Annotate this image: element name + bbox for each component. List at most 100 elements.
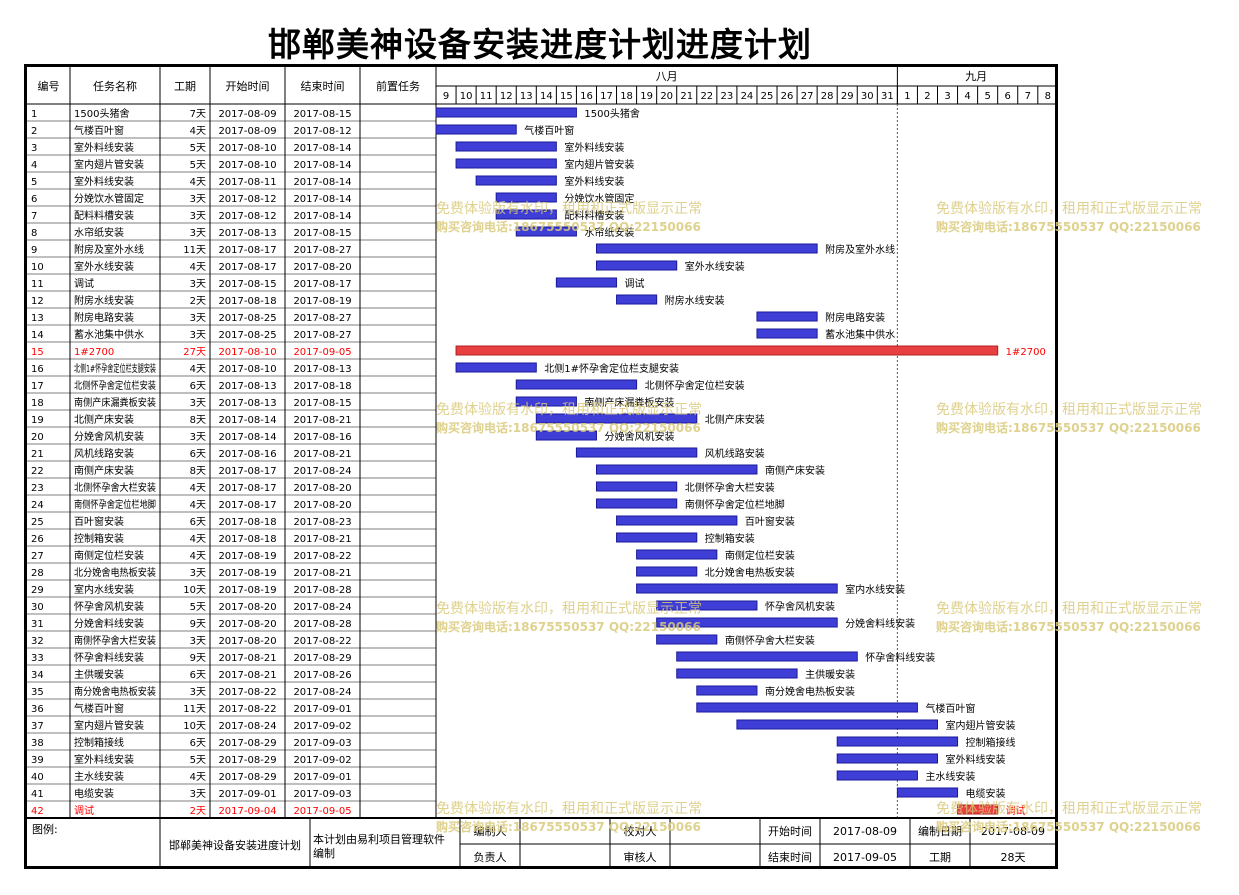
gantt-bar-label: 控制箱安装 — [705, 532, 755, 545]
watermark-line2: 购买咨询电话:18675550537 QQ:22150066 — [436, 819, 701, 834]
task-duration: 2天 — [190, 296, 206, 307]
day-label: 29 — [841, 91, 854, 102]
task-duration: 27天 — [183, 347, 206, 358]
task-start: 2017-08-18 — [218, 296, 276, 307]
task-end: 2017-08-23 — [293, 517, 351, 528]
gantt-bar — [656, 634, 718, 645]
task-duration: 4天 — [190, 177, 206, 188]
gantt-bar-label: 主供暖安装 — [805, 668, 855, 681]
day-label: 21 — [680, 91, 693, 102]
gantt-bar — [435, 124, 517, 135]
footer-start-value: 2017-08-09 — [833, 825, 897, 838]
gantt-bar — [515, 226, 577, 237]
task-id: 26 — [31, 534, 44, 545]
table-header-start: 开始时间 — [226, 79, 270, 93]
day-label: 31 — [881, 91, 894, 102]
watermark-line1: 免费体验版有水印，租用和正式版显示正常 — [936, 601, 1202, 617]
gantt-bar — [696, 685, 758, 696]
task-duration: 8天 — [190, 466, 206, 477]
watermark-line2: 购买咨询电话:18675550537 QQ:22150066 — [436, 619, 701, 634]
task-name: 室外水线安装 — [74, 260, 134, 273]
task-name: 南侧产床漏粪板安装 — [74, 396, 156, 409]
gantt-bar-label: 配料料槽安装 — [564, 209, 624, 222]
gantt-bar-label: 气楼百叶窗 — [524, 124, 574, 137]
gantt-frame — [24, 64, 1058, 869]
task-id: 25 — [31, 517, 44, 528]
task-name: 分娩舍风机安装 — [74, 430, 144, 443]
task-duration: 3天 — [190, 194, 206, 205]
day-label: 20 — [660, 91, 673, 102]
task-id: 29 — [31, 585, 44, 596]
task-name: 北侧怀孕舍定位栏安装 — [74, 379, 156, 392]
day-label: 22 — [700, 91, 713, 102]
task-name: 南侧怀孕舍大栏安装 — [74, 634, 156, 647]
task-id: 2 — [31, 126, 37, 137]
gantt-bar — [515, 396, 577, 407]
gantt-bar-label: 南侧定位栏安装 — [725, 549, 795, 562]
task-end: 2017-08-29 — [293, 653, 351, 664]
table-header-end: 结束时间 — [301, 80, 345, 93]
task-end: 2017-08-14 — [293, 143, 351, 154]
task-duration: 5天 — [190, 602, 206, 613]
task-end: 2017-08-15 — [293, 109, 351, 120]
task-id: 3 — [31, 143, 37, 154]
gantt-bar-label: 南侧怀孕舍大栏安装 — [725, 634, 815, 647]
gantt-bar — [957, 804, 999, 815]
task-end: 2017-08-22 — [293, 551, 351, 562]
task-duration: 4天 — [190, 364, 206, 375]
task-start: 2017-08-19 — [218, 568, 276, 579]
task-id: 12 — [31, 296, 44, 307]
day-label: 2 — [924, 91, 930, 102]
gantt-bar — [656, 617, 838, 628]
task-end: 2017-08-15 — [293, 228, 351, 239]
task-name: 北侧1#怀孕舍定位栏支腿安装 — [74, 362, 156, 375]
gantt-bar — [636, 583, 838, 594]
task-id: 19 — [31, 415, 44, 426]
task-start: 2017-08-22 — [218, 704, 276, 715]
task-id: 10 — [31, 262, 44, 273]
gantt-bar-label: 调试 — [625, 277, 645, 290]
task-start: 2017-08-09 — [218, 109, 276, 120]
task-end: 2017-09-05 — [293, 347, 351, 358]
task-start: 2017-08-17 — [218, 245, 276, 256]
task-end: 2017-08-28 — [293, 619, 351, 630]
task-start: 2017-08-22 — [218, 687, 276, 698]
gantt-bar-label: 室外料线安装 — [564, 175, 624, 188]
day-label: 24 — [741, 91, 754, 102]
day-label: 14 — [540, 91, 553, 102]
task-name: 附房电路安装 — [74, 311, 134, 324]
task-start: 2017-08-19 — [218, 585, 276, 596]
task-id: 35 — [31, 687, 44, 698]
task-end: 2017-08-12 — [293, 126, 351, 137]
task-duration: 6天 — [190, 381, 206, 392]
task-duration: 3天 — [190, 568, 206, 579]
task-start: 2017-08-17 — [218, 262, 276, 273]
task-end: 2017-08-24 — [293, 466, 351, 477]
gantt-bar — [535, 413, 698, 424]
task-duration: 5天 — [190, 160, 206, 171]
task-id: 33 — [31, 653, 44, 664]
task-end: 2017-08-21 — [293, 534, 351, 545]
task-duration: 2天 — [190, 806, 206, 817]
task-duration: 3天 — [190, 636, 206, 647]
footer-period-label: 工期 — [929, 851, 951, 864]
task-id: 24 — [31, 500, 44, 511]
task-duration: 9天 — [190, 653, 206, 664]
task-end: 2017-08-20 — [293, 500, 351, 511]
task-duration: 4天 — [190, 262, 206, 273]
task-end: 2017-08-14 — [293, 177, 351, 188]
gantt-bar — [595, 260, 678, 271]
task-name: 电缆安装 — [74, 787, 114, 800]
task-id: 17 — [31, 381, 44, 392]
table-header-predecessor: 前置任务 — [376, 79, 420, 93]
task-duration: 3天 — [190, 330, 206, 341]
gantt-bar-label: 风机线路安装 — [705, 447, 765, 460]
task-start: 2017-08-17 — [218, 483, 276, 494]
footer-start-label: 开始时间 — [768, 824, 812, 838]
task-start: 2017-08-10 — [218, 347, 276, 358]
task-id: 40 — [31, 772, 44, 783]
task-end: 2017-08-13 — [293, 364, 351, 375]
task-duration: 4天 — [190, 534, 206, 545]
task-id: 16 — [31, 364, 44, 375]
gantt-bar-label: 怀孕舍料线安装 — [865, 651, 935, 664]
